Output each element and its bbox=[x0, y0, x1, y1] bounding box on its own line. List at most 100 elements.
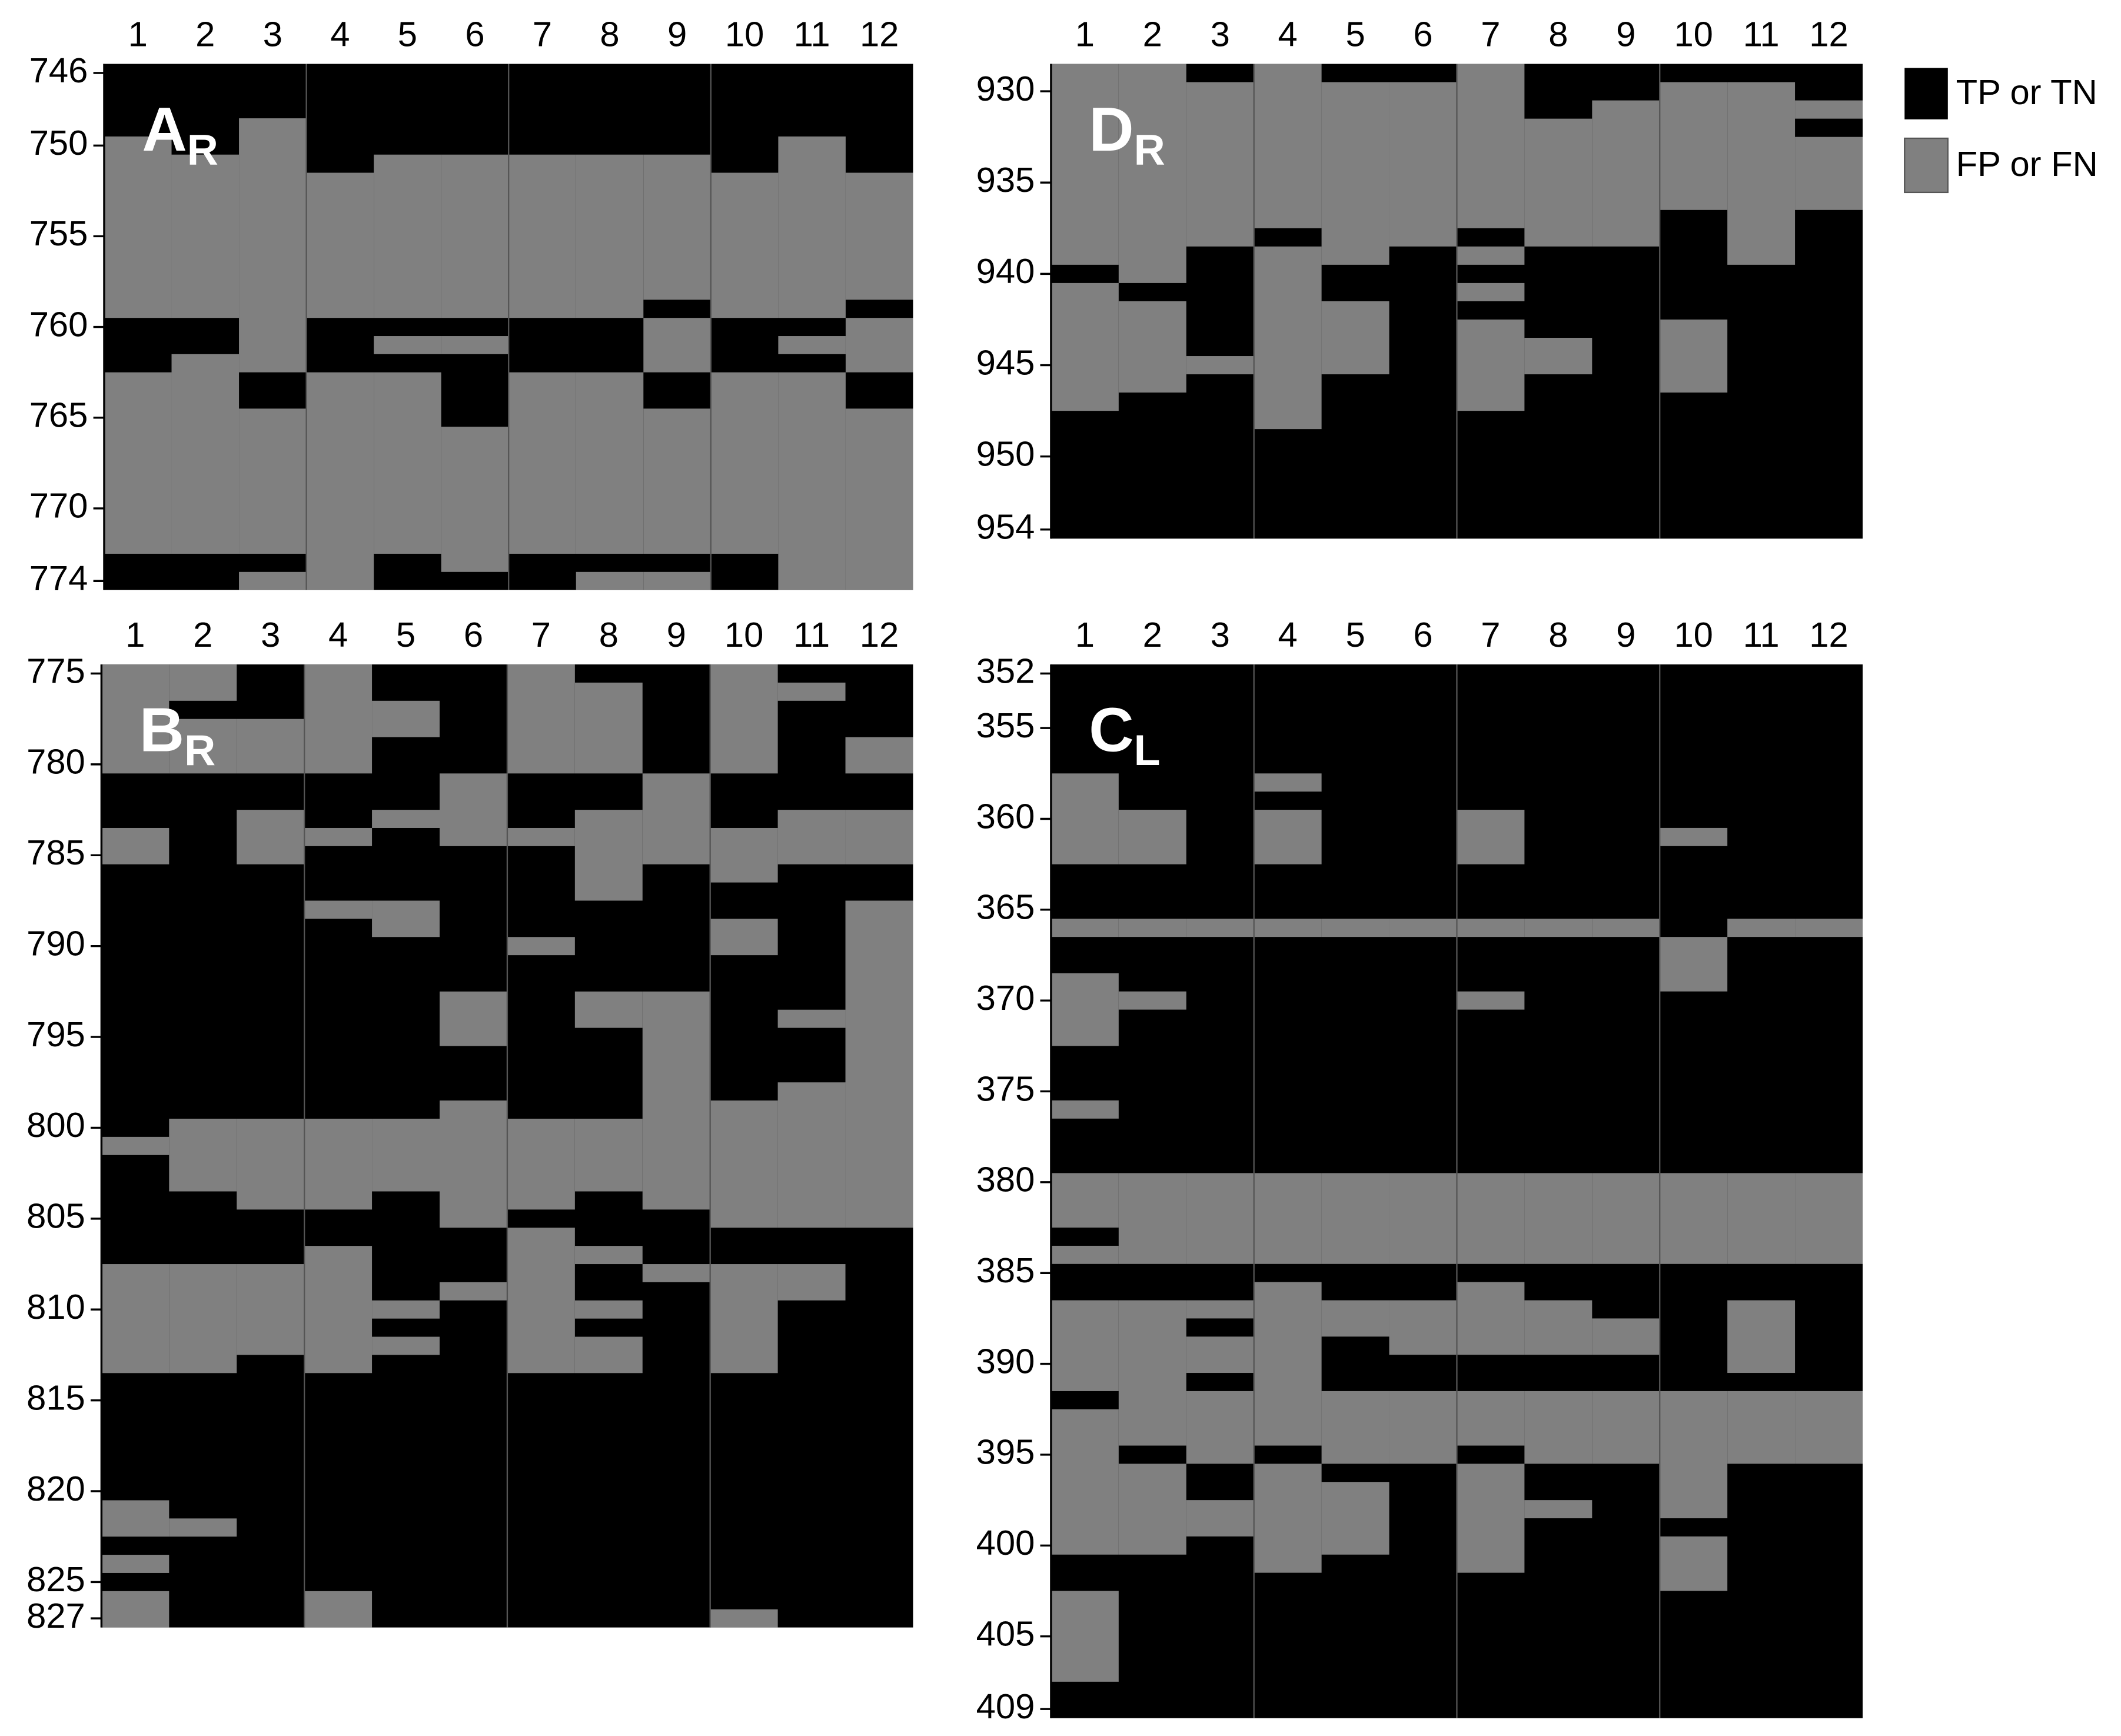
heatmap-cell bbox=[574, 810, 643, 901]
heatmap-cell bbox=[1321, 301, 1389, 375]
column-label: 8 bbox=[1548, 14, 1568, 54]
heatmap-cell bbox=[1727, 1391, 1796, 1464]
column-label: 1 bbox=[125, 615, 145, 654]
heatmap-cell bbox=[441, 336, 509, 354]
y-tick-label: 935 bbox=[976, 160, 1035, 199]
heatmap-cell bbox=[1050, 1300, 1119, 1391]
heatmap-cell bbox=[574, 1119, 643, 1192]
column-label: 2 bbox=[1143, 14, 1162, 54]
column-label: 5 bbox=[1345, 615, 1365, 654]
heatmap-cell bbox=[1254, 1173, 1322, 1264]
heatmap-cell bbox=[1050, 1409, 1119, 1555]
heatmap-cell bbox=[372, 810, 440, 828]
legend-label: TP or TN bbox=[1956, 72, 2097, 112]
heatmap-cell bbox=[508, 154, 576, 318]
heatmap-cell bbox=[1457, 246, 1525, 265]
heatmap-cell bbox=[237, 1119, 305, 1210]
heatmap-cell bbox=[507, 664, 575, 774]
heatmap-cell bbox=[1254, 1282, 1322, 1446]
column-label: 5 bbox=[1345, 14, 1365, 54]
heatmap-cell bbox=[845, 737, 913, 774]
y-tick-label: 765 bbox=[29, 395, 88, 435]
heatmap-cell bbox=[1321, 1482, 1389, 1555]
heatmap-cell bbox=[1727, 1173, 1796, 1264]
column-label: 8 bbox=[600, 14, 619, 54]
heatmap-cell bbox=[1457, 810, 1525, 864]
panel-letter: C bbox=[1089, 696, 1133, 765]
heatmap-cell bbox=[1524, 1391, 1593, 1464]
heatmap-cell bbox=[440, 1282, 507, 1301]
column-label: 4 bbox=[330, 14, 350, 54]
y-tick-label: 390 bbox=[976, 1341, 1035, 1381]
heatmap-cell bbox=[1118, 301, 1186, 393]
column-label: 11 bbox=[1743, 615, 1780, 654]
heatmap-cell bbox=[237, 810, 305, 864]
column-label: 2 bbox=[195, 14, 215, 54]
heatmap-cell bbox=[101, 827, 169, 864]
y-tick-label: 770 bbox=[29, 486, 88, 526]
heatmap-cell bbox=[1118, 64, 1186, 283]
heatmap-cell bbox=[304, 900, 373, 919]
heatmap-cell bbox=[710, 1609, 778, 1628]
heatmap-cell bbox=[845, 900, 913, 1228]
heatmap-cell bbox=[239, 571, 307, 590]
heatmap-cell bbox=[441, 427, 509, 572]
heatmap-cell bbox=[1254, 246, 1322, 430]
y-tick-label: 940 bbox=[976, 251, 1035, 291]
heatmap-cell bbox=[1321, 82, 1389, 265]
heatmap-cell bbox=[1254, 810, 1322, 864]
heatmap-cell bbox=[1186, 919, 1254, 937]
heatmap-cell bbox=[1795, 919, 1863, 937]
heatmap-cell bbox=[372, 1300, 440, 1319]
heatmap-cell bbox=[507, 1228, 575, 1373]
column-label: 9 bbox=[667, 14, 687, 54]
heatmap-cell bbox=[169, 719, 237, 774]
heatmap-cell bbox=[1592, 919, 1660, 937]
heatmap-cell bbox=[574, 1300, 643, 1319]
heatmap-cell bbox=[1118, 919, 1186, 937]
legend-swatch bbox=[1904, 68, 1948, 119]
heatmap-cell bbox=[1186, 1500, 1254, 1537]
heatmap-panel: 1 2 3 4 5 6 7 8 9 10 11 127757807857907958008058108… bbox=[26, 615, 913, 1635]
y-tick-label: 380 bbox=[976, 1160, 1035, 1199]
column-label: 4 bbox=[1278, 615, 1298, 654]
heatmap-cell bbox=[777, 1009, 846, 1028]
y-tick-label: 352 bbox=[976, 651, 1035, 690]
y-tick-label: 815 bbox=[26, 1378, 85, 1417]
column-label: 12 bbox=[1809, 615, 1848, 654]
heatmap-cell bbox=[1457, 64, 1525, 228]
heatmap-cell bbox=[507, 827, 575, 846]
heatmap-cell bbox=[1592, 1318, 1660, 1355]
heatmap-cell bbox=[1457, 319, 1525, 411]
heatmap-cell bbox=[1050, 64, 1119, 265]
heatmap-cell bbox=[237, 719, 305, 774]
heatmap-cell bbox=[643, 571, 711, 590]
y-tick-label: 750 bbox=[29, 123, 88, 162]
heatmap-cell bbox=[643, 318, 711, 373]
y-tick-label: 795 bbox=[26, 1015, 85, 1054]
heatmap-panel: 1 2 3 4 5 6 7 8 9 10 11 123523553603653703753803853… bbox=[976, 615, 1863, 1726]
heatmap-cell bbox=[508, 372, 576, 554]
heatmap-cell bbox=[1660, 827, 1728, 846]
heatmap-cell bbox=[101, 1500, 169, 1537]
heatmap-cell bbox=[1457, 919, 1525, 937]
y-tick-label: 950 bbox=[976, 434, 1035, 473]
heatmap-cell bbox=[1389, 82, 1457, 247]
y-tick-label: 825 bbox=[26, 1559, 85, 1599]
heatmap-cell bbox=[304, 1246, 373, 1373]
column-label: 3 bbox=[263, 14, 282, 54]
column-label: 7 bbox=[533, 14, 552, 54]
heatmap-cell bbox=[777, 1264, 846, 1301]
heatmap-cell bbox=[1050, 1100, 1119, 1119]
heatmap-cell bbox=[777, 1082, 846, 1228]
y-tick-label: 945 bbox=[976, 342, 1035, 382]
heatmap-cell bbox=[104, 372, 172, 554]
column-label: 12 bbox=[860, 615, 899, 654]
heatmap-cell bbox=[777, 810, 846, 864]
heatmap-cell bbox=[440, 1100, 507, 1228]
heatmap-cell bbox=[1795, 100, 1863, 119]
heatmap-cell bbox=[1254, 64, 1322, 228]
